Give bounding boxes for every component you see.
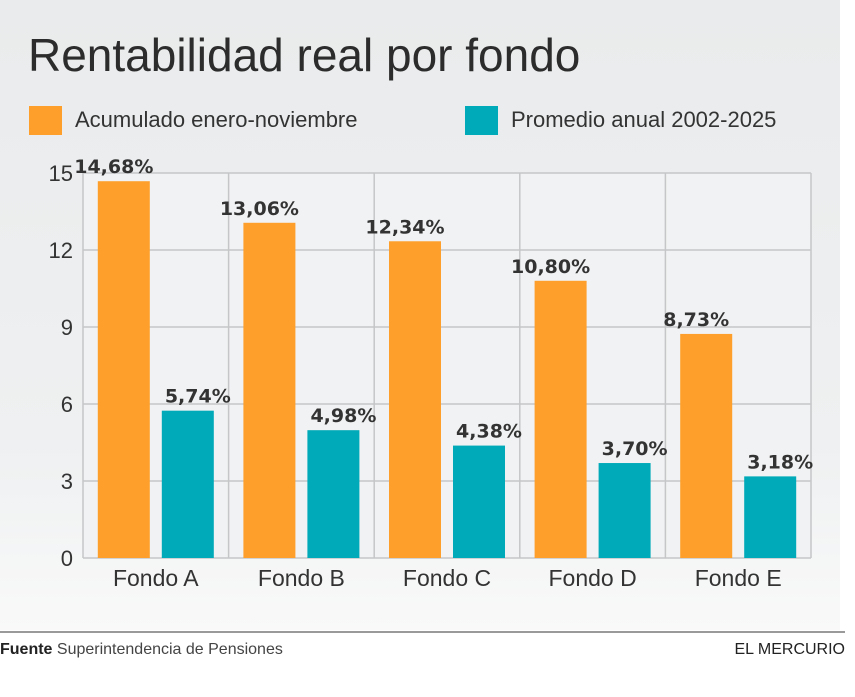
bar-promedio	[744, 476, 797, 558]
y-tick-label: 9	[61, 315, 73, 340]
data-label: 13,06%	[220, 198, 299, 220]
legend-label: Promedio anual 2002-2025	[511, 107, 777, 132]
brand-logo-text: EL MERCURIO	[734, 641, 845, 658]
legend-item-promedio: Promedio anual 2002-2025	[465, 105, 776, 135]
data-label: 10,80%	[511, 256, 590, 278]
bars	[97, 181, 797, 559]
data-labels: 14,68% 5,74% 13,06% 4,98% 12,34% 4,38% 10,80% 3…	[74, 156, 813, 473]
data-label: 12,34%	[365, 216, 444, 238]
y-tick-label: 3	[61, 469, 73, 494]
bar-promedio	[453, 445, 505, 558]
bar-acumulado	[389, 241, 441, 559]
bar-acumulado	[97, 181, 150, 559]
x-tick-label: Fondo E	[695, 565, 782, 591]
data-label: 8,73%	[663, 309, 729, 331]
data-label: 14,68%	[74, 156, 153, 178]
y-axis-ticks: 0 3 6 9 12 15	[49, 161, 73, 571]
bar-acumulado	[534, 280, 587, 558]
data-label: 4,98%	[310, 405, 376, 427]
y-tick-label: 0	[61, 546, 73, 571]
y-tick-label: 6	[61, 392, 73, 417]
legend-item-acumulado: Acumulado enero-noviembre	[29, 105, 358, 135]
y-tick-label: 15	[49, 161, 73, 186]
bar-chart: 0 3 6 9 12 15 14,68% 5,74% 13,06% 4,98% 12,34% 4,3…	[49, 156, 814, 591]
legend-swatch-teal	[465, 105, 498, 135]
data-label: 5,74%	[165, 386, 231, 408]
y-tick-label: 12	[49, 238, 73, 263]
x-tick-label: Fondo C	[403, 565, 491, 591]
legend-swatch-orange	[29, 105, 62, 135]
bar-promedio	[598, 463, 651, 558]
bar-promedio	[307, 430, 360, 558]
chart-title: Rentabilidad real por fondo	[28, 29, 581, 81]
source-text: Superintendencia de Pensiones	[56, 641, 283, 658]
x-axis-ticks: Fondo A Fondo B Fondo C Fondo D Fondo E	[113, 565, 782, 591]
data-label: 3,70%	[602, 438, 668, 460]
bar-acumulado	[243, 222, 296, 558]
data-label: 4,38%	[456, 421, 522, 443]
source-label: Fuente	[0, 641, 53, 658]
legend-label: Acumulado enero-noviembre	[75, 107, 358, 132]
footer-divider	[0, 631, 845, 633]
data-label: 3,18%	[747, 451, 813, 473]
bar-promedio	[161, 410, 214, 558]
x-tick-label: Fondo B	[258, 565, 345, 591]
bar-acumulado	[680, 333, 733, 558]
x-tick-label: Fondo D	[548, 565, 636, 591]
source-note: Fuente Superintendencia de Pensiones	[0, 641, 283, 659]
x-tick-label: Fondo A	[113, 565, 199, 591]
